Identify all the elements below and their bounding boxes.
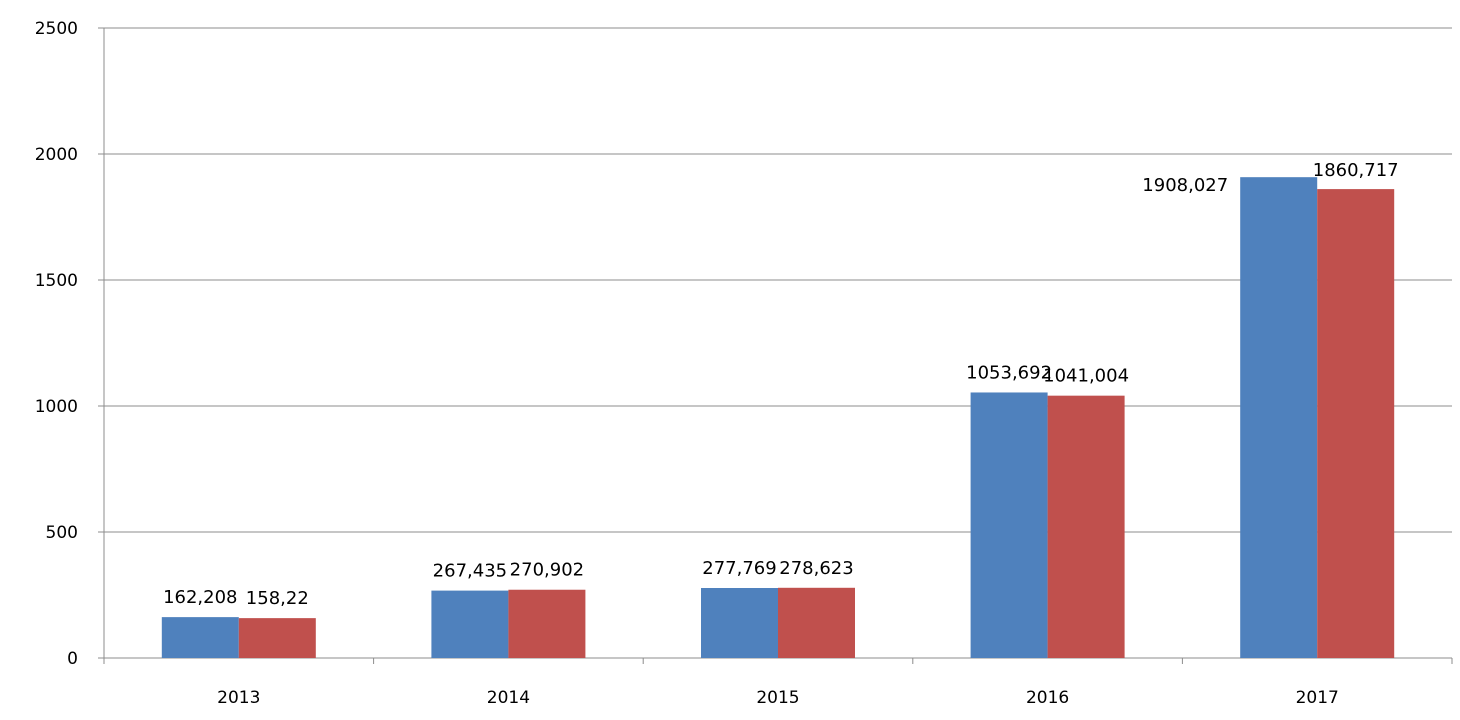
bar-series-1-2014 <box>431 590 509 658</box>
x-tick-label: 2017 <box>1296 688 1339 708</box>
bar-series-2-2013 <box>238 618 316 658</box>
y-tick-label: 0 <box>67 649 78 669</box>
bar-series-2-2016 <box>1047 395 1125 658</box>
x-tick-label: 2015 <box>756 688 799 708</box>
x-tick-label: 2016 <box>1026 688 1069 708</box>
data-label-series-2: 270,902 <box>510 560 584 581</box>
data-label-series-1: 1053,692 <box>966 362 1052 383</box>
x-tick-label: 2014 <box>487 688 530 708</box>
y-tick-label: 1000 <box>35 397 78 417</box>
bar-series-2-2017 <box>1317 189 1395 659</box>
bar-series-1-2013 <box>161 617 239 658</box>
y-tick-label: 1500 <box>35 271 78 291</box>
y-axis: 0 500 1000 1500 2000 2500 <box>35 19 105 669</box>
data-label-series-1: 267,435 <box>433 561 507 582</box>
x-axis: 2013 2014 2015 2016 2017 <box>103 657 1453 708</box>
bar-series-2-2014 <box>508 589 586 658</box>
bar-series-2-2015 <box>778 587 855 658</box>
y-tick-label: 2500 <box>35 19 78 39</box>
data-label-series-1: 1908,027 <box>1142 175 1228 196</box>
bar-series-1-2015 <box>701 588 778 658</box>
data-label-series-2: 278,623 <box>779 558 853 579</box>
data-label-series-2: 1860,717 <box>1313 160 1399 181</box>
bar-series-1-2016 <box>970 392 1048 658</box>
data-label-series-2: 158,22 <box>246 588 309 609</box>
data-label-series-1: 277,769 <box>702 558 776 579</box>
y-tick-label: 2000 <box>35 145 78 165</box>
data-label-series-1: 162,208 <box>163 587 237 608</box>
bar-series-1-2017 <box>1240 177 1318 659</box>
y-tick-label: 500 <box>46 523 78 543</box>
data-label-series-2: 1041,004 <box>1043 366 1129 387</box>
data-labels: 162,208 267,435 277,769 1053,692 1908,027 158… <box>163 160 1399 609</box>
gridlines <box>104 27 1452 533</box>
bars <box>161 177 1395 659</box>
x-tick-label: 2013 <box>217 688 260 708</box>
